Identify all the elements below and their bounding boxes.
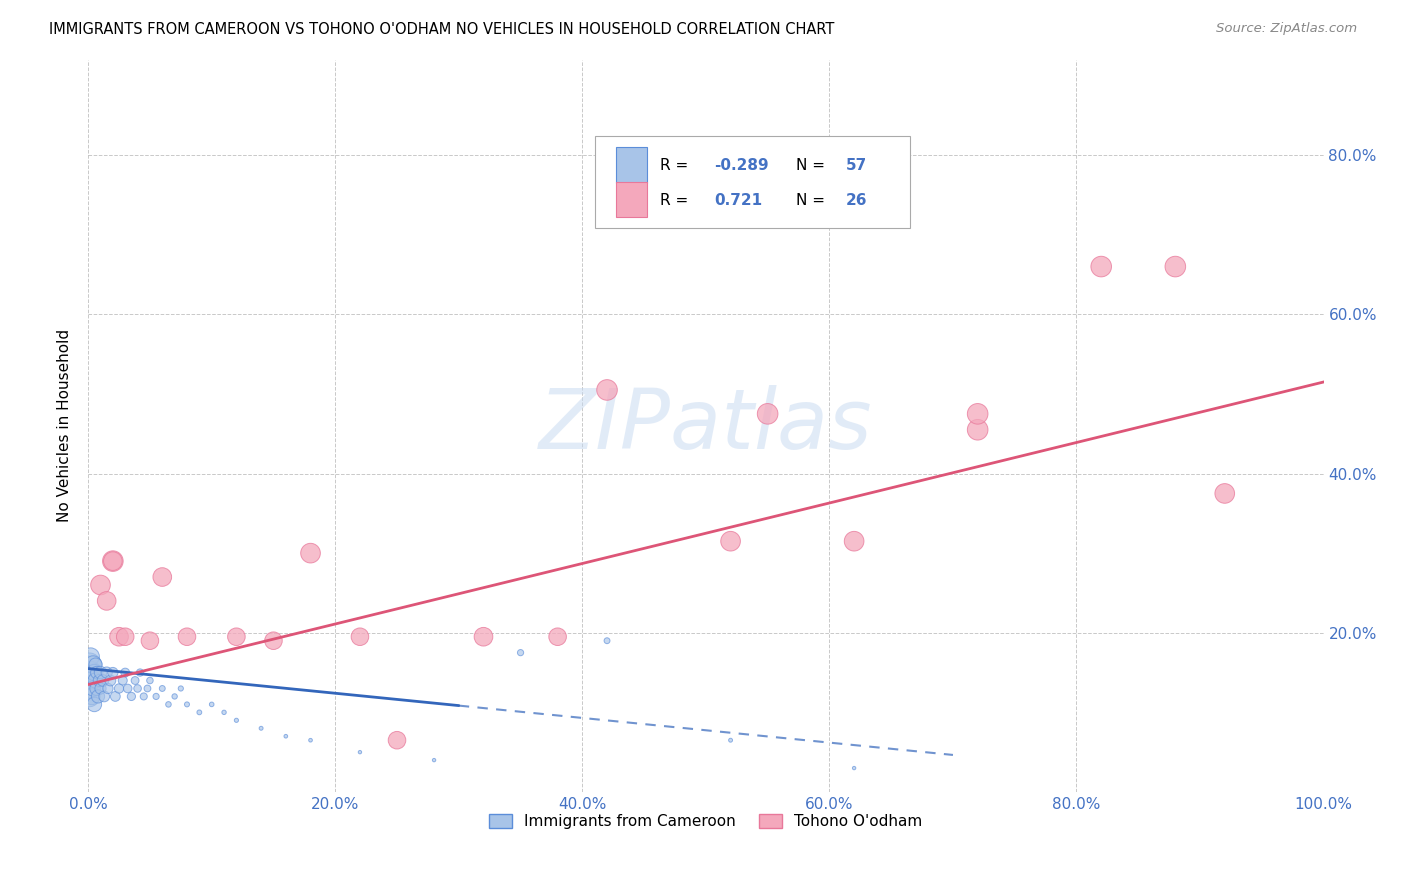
Point xyxy=(163,690,186,704)
Point xyxy=(842,761,865,775)
Point xyxy=(79,657,101,672)
Point xyxy=(93,690,115,704)
Point xyxy=(720,534,742,549)
Point xyxy=(84,673,107,688)
Point xyxy=(756,407,779,421)
Point xyxy=(114,665,136,680)
Point xyxy=(84,657,107,672)
Point xyxy=(87,690,110,704)
Text: 0.721: 0.721 xyxy=(714,194,762,209)
Point xyxy=(83,698,105,712)
Point xyxy=(79,649,101,664)
Legend: Immigrants from Cameroon, Tohono O'odham: Immigrants from Cameroon, Tohono O'odham xyxy=(484,808,928,836)
Point xyxy=(117,681,139,696)
Point xyxy=(101,554,124,568)
Point xyxy=(225,714,247,728)
Point xyxy=(145,690,167,704)
Point xyxy=(80,673,103,688)
Point xyxy=(349,745,371,759)
Point xyxy=(509,646,531,660)
Point xyxy=(170,681,193,696)
Point xyxy=(547,630,569,644)
Point xyxy=(86,681,108,696)
Point xyxy=(97,681,120,696)
Point xyxy=(596,633,619,648)
Text: N =: N = xyxy=(796,158,830,173)
Point xyxy=(212,706,235,720)
Point xyxy=(96,665,118,680)
Point xyxy=(669,203,692,218)
Point xyxy=(129,665,152,680)
Point xyxy=(176,698,198,712)
Point xyxy=(136,681,159,696)
Point xyxy=(262,633,284,648)
Point xyxy=(104,690,127,704)
Point xyxy=(1090,260,1112,274)
Point xyxy=(89,681,111,696)
Bar xyxy=(616,182,647,217)
Point xyxy=(966,407,988,421)
Point xyxy=(111,673,134,688)
Text: N =: N = xyxy=(796,194,830,209)
Bar xyxy=(616,147,647,183)
Point xyxy=(966,423,988,437)
Point xyxy=(101,554,124,568)
Point xyxy=(250,721,273,735)
Text: 57: 57 xyxy=(845,158,866,173)
Point xyxy=(150,681,173,696)
Point xyxy=(101,665,124,680)
Point xyxy=(120,690,142,704)
Text: IMMIGRANTS FROM CAMEROON VS TOHONO O'ODHAM NO VEHICLES IN HOUSEHOLD CORRELATION : IMMIGRANTS FROM CAMEROON VS TOHONO O'ODH… xyxy=(49,22,835,37)
Point xyxy=(108,681,131,696)
Text: ZIPatlas: ZIPatlas xyxy=(538,385,873,467)
Point xyxy=(79,673,101,688)
Point xyxy=(80,690,103,704)
Point xyxy=(108,630,131,644)
Point xyxy=(139,633,162,648)
Point xyxy=(86,665,108,680)
Point xyxy=(96,594,118,608)
Point xyxy=(188,706,211,720)
Point xyxy=(79,665,101,680)
Point xyxy=(299,546,322,560)
Point xyxy=(1164,260,1187,274)
Point xyxy=(274,729,297,743)
Point xyxy=(150,570,173,584)
Point xyxy=(132,690,155,704)
Point xyxy=(127,681,149,696)
Text: R =: R = xyxy=(661,194,699,209)
Point xyxy=(89,578,111,592)
Point xyxy=(385,733,408,747)
Point xyxy=(100,673,122,688)
Y-axis label: No Vehicles in Household: No Vehicles in Household xyxy=(58,329,72,523)
Point xyxy=(299,733,322,747)
Point xyxy=(83,665,105,680)
Point xyxy=(176,630,198,644)
Point xyxy=(89,673,111,688)
Point xyxy=(91,673,114,688)
Point xyxy=(423,753,446,767)
Text: 26: 26 xyxy=(845,194,868,209)
Text: -0.289: -0.289 xyxy=(714,158,769,173)
Point xyxy=(82,657,104,672)
Point xyxy=(472,630,495,644)
Point xyxy=(82,681,104,696)
Point xyxy=(1213,486,1236,500)
Text: Source: ZipAtlas.com: Source: ZipAtlas.com xyxy=(1216,22,1357,36)
FancyBboxPatch shape xyxy=(595,136,910,228)
Point xyxy=(201,698,224,712)
Point xyxy=(79,690,101,704)
Point xyxy=(139,673,162,688)
Point xyxy=(720,733,742,747)
Point xyxy=(89,665,111,680)
Point xyxy=(842,534,865,549)
Point xyxy=(79,681,101,696)
Text: R =: R = xyxy=(661,158,693,173)
Point xyxy=(349,630,371,644)
Point xyxy=(596,383,619,397)
Point xyxy=(157,698,180,712)
Point xyxy=(124,673,146,688)
Point xyxy=(225,630,247,644)
Point xyxy=(114,630,136,644)
